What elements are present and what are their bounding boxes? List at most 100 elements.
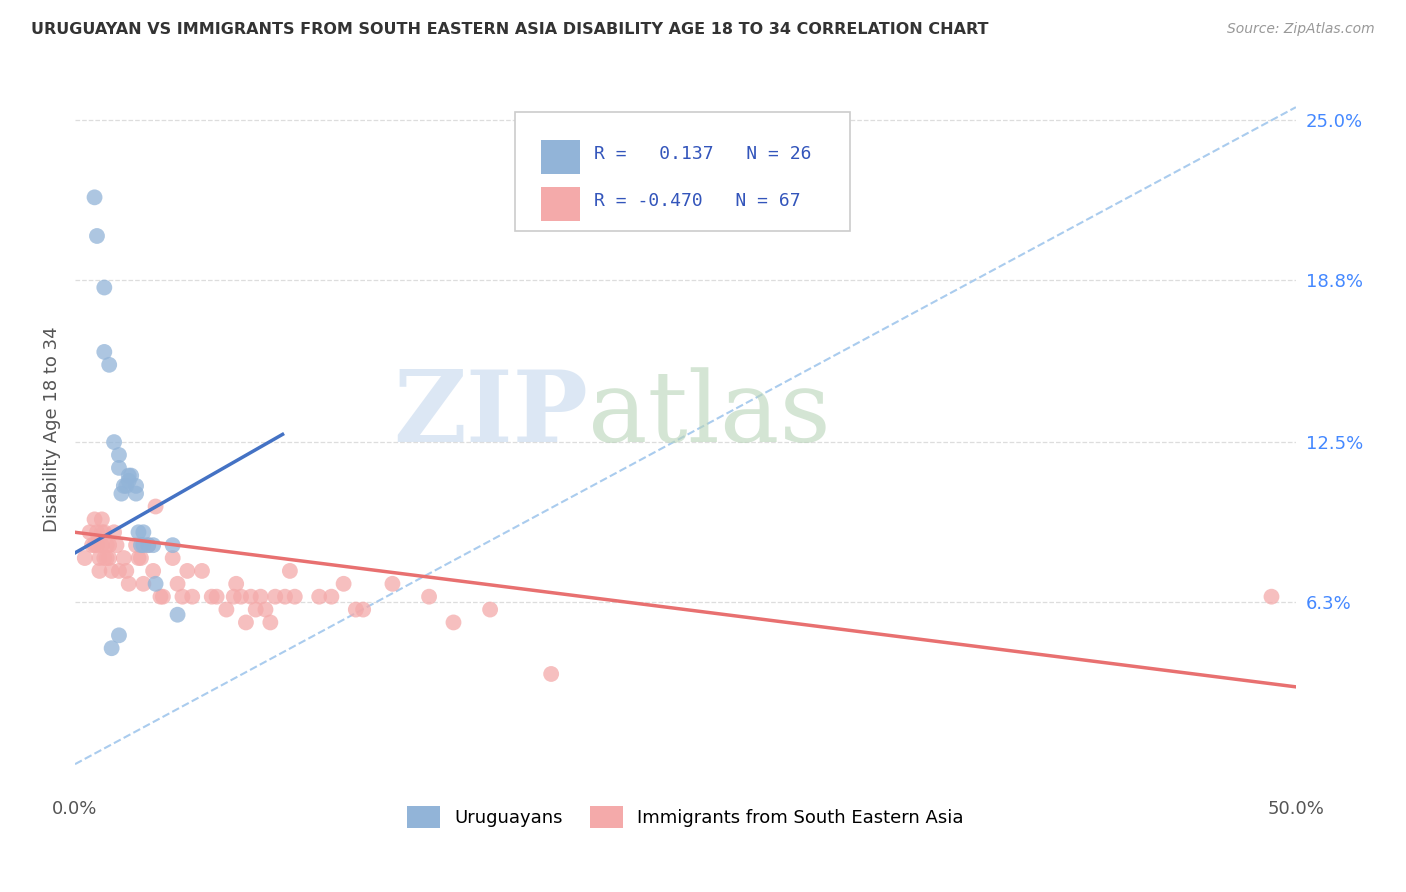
Point	[229, 590, 252, 604]
Point	[125, 486, 148, 500]
Point	[115, 479, 138, 493]
Point	[215, 602, 238, 616]
Point	[89, 564, 111, 578]
Point	[73, 551, 96, 566]
Point	[83, 190, 105, 204]
Point	[128, 551, 150, 566]
Point	[115, 564, 138, 578]
Point	[132, 525, 155, 540]
Text: R =   0.137   N = 26: R = 0.137 N = 26	[593, 145, 811, 163]
Text: Source: ZipAtlas.com: Source: ZipAtlas.com	[1227, 22, 1375, 37]
Point	[201, 590, 224, 604]
Point	[100, 564, 122, 578]
Point	[90, 525, 112, 540]
Y-axis label: Disability Age 18 to 34: Disability Age 18 to 34	[44, 326, 60, 532]
Point	[142, 564, 165, 578]
Point	[118, 474, 141, 488]
Point	[239, 590, 262, 604]
Point	[129, 551, 152, 566]
Point	[162, 551, 184, 566]
Point	[112, 551, 135, 566]
Point	[136, 538, 159, 552]
Point	[132, 538, 155, 552]
Point	[120, 468, 142, 483]
Point	[142, 538, 165, 552]
Point	[176, 564, 198, 578]
Point	[103, 435, 125, 450]
Point	[443, 615, 465, 630]
Point	[1260, 590, 1282, 604]
Point	[100, 641, 122, 656]
Point	[90, 538, 112, 552]
Text: ZIP: ZIP	[392, 367, 588, 463]
Point	[112, 479, 135, 493]
Point	[105, 538, 128, 552]
Point	[125, 538, 148, 552]
Text: URUGUAYAN VS IMMIGRANTS FROM SOUTH EASTERN ASIA DISABILITY AGE 18 TO 34 CORRELAT: URUGUAYAN VS IMMIGRANTS FROM SOUTH EASTE…	[31, 22, 988, 37]
Point	[235, 615, 257, 630]
Point	[145, 500, 167, 514]
Point	[162, 538, 184, 552]
Point	[86, 229, 108, 244]
Point	[225, 576, 247, 591]
Point	[352, 602, 374, 616]
FancyBboxPatch shape	[541, 187, 581, 221]
Point	[136, 538, 159, 552]
Point	[108, 448, 131, 462]
Point	[128, 525, 150, 540]
Point	[381, 576, 404, 591]
Point	[145, 576, 167, 591]
Point	[205, 590, 228, 604]
Point	[166, 607, 188, 622]
Text: R = -0.470   N = 67: R = -0.470 N = 67	[593, 193, 800, 211]
Point	[321, 590, 343, 604]
Point	[118, 468, 141, 483]
Point	[274, 590, 297, 604]
Point	[118, 576, 141, 591]
Point	[98, 358, 121, 372]
Point	[222, 590, 245, 604]
Point	[278, 564, 301, 578]
Point	[264, 590, 287, 604]
Point	[479, 602, 502, 616]
Point	[90, 512, 112, 526]
Point	[110, 486, 132, 500]
Point	[93, 280, 115, 294]
Point	[344, 602, 367, 616]
Point	[249, 590, 271, 604]
Point	[103, 525, 125, 540]
Point	[166, 576, 188, 591]
Point	[259, 615, 281, 630]
Point	[152, 590, 174, 604]
Point	[308, 590, 330, 604]
FancyBboxPatch shape	[541, 140, 581, 174]
Point	[83, 512, 105, 526]
Point	[83, 538, 105, 552]
Point	[82, 538, 104, 552]
Point	[108, 564, 131, 578]
Point	[96, 538, 118, 552]
Point	[129, 538, 152, 552]
Point	[93, 345, 115, 359]
Legend: Uruguayans, Immigrants from South Eastern Asia: Uruguayans, Immigrants from South Easter…	[401, 798, 970, 835]
Point	[108, 461, 131, 475]
Point	[86, 525, 108, 540]
Text: atlas: atlas	[588, 367, 831, 463]
Point	[181, 590, 204, 604]
Point	[284, 590, 307, 604]
Point	[132, 576, 155, 591]
Point	[98, 551, 121, 566]
Point	[96, 551, 118, 566]
Point	[89, 551, 111, 566]
Point	[418, 590, 440, 604]
Point	[86, 538, 108, 552]
Point	[149, 590, 172, 604]
Point	[125, 479, 148, 493]
Point	[540, 667, 562, 681]
Point	[191, 564, 214, 578]
Point	[172, 590, 194, 604]
FancyBboxPatch shape	[515, 112, 851, 231]
Point	[98, 538, 121, 552]
Point	[79, 525, 101, 540]
Point	[332, 576, 354, 591]
